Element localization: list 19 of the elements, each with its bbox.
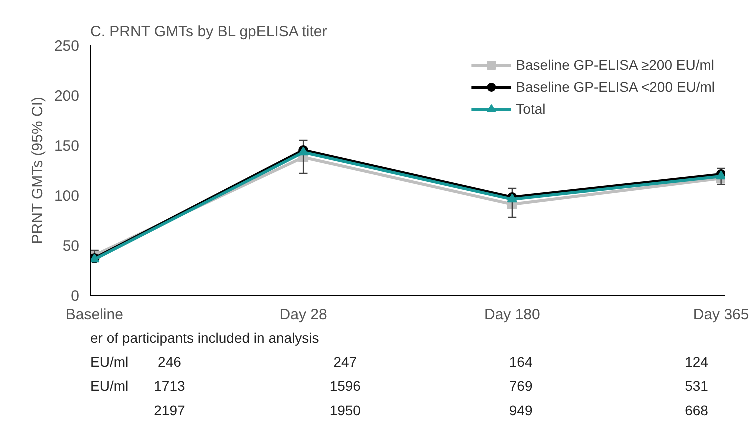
y-tick-label: 250 [54, 38, 80, 55]
legend-label: Total [516, 101, 546, 117]
text: EU/ml 246 247 164 124 [90, 354, 708, 370]
x-tick-label: Day 365 [693, 306, 750, 324]
legend-label: Baseline GP-ELISA <200 EU/ml [516, 79, 715, 95]
y-axis-title: PRNT GMTs (95% CI) [29, 97, 46, 244]
text: EU/ml 1713 1596 769 531 [90, 378, 708, 394]
y-tick-label: 0 [71, 288, 80, 305]
y-tick-label: 150 [54, 138, 80, 155]
x-tick-label: Day 28 [280, 306, 328, 324]
y-tick-label: 50 [62, 238, 80, 255]
y-tick-label: 200 [54, 88, 80, 105]
x-tick-label: Day 180 [484, 306, 540, 324]
x-tick-label: Baseline [66, 306, 124, 324]
text: er of participants included in analysis [90, 330, 320, 346]
chart-title: C. PRNT GMTs by BL gpELISA titer [90, 24, 328, 40]
y-tick-label: 100 [54, 188, 80, 205]
text: 2197 1950 949 668 [154, 402, 708, 418]
legend-label: Baseline GP-ELISA ≥200 EU/ml [516, 57, 715, 73]
